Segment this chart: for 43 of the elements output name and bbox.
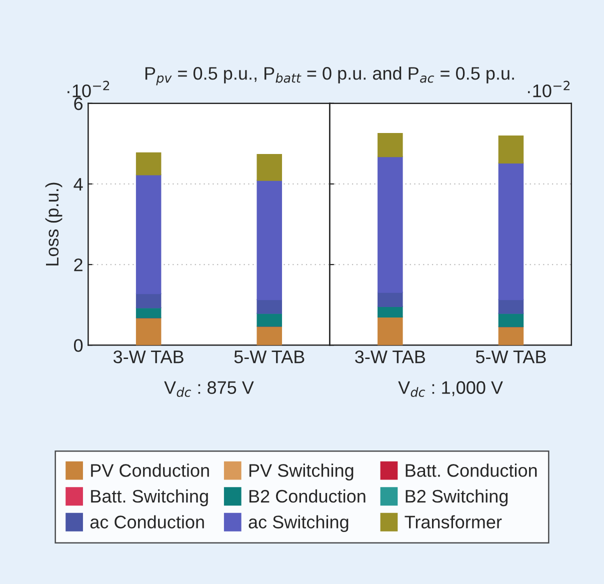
legend-label: PV Conduction — [91, 464, 209, 477]
y-tick-label: 6 — [74, 97, 83, 110]
y-tick-label: 4 — [74, 178, 83, 190]
bar — [498, 299, 524, 314]
bar — [136, 307, 162, 318]
x-axis-title: V$_{dc}$ : 875 V — [164, 381, 254, 397]
bar — [136, 317, 162, 346]
bar — [378, 306, 403, 318]
legend-label: Batt. Conduction — [406, 464, 537, 477]
x-tick-label: 3-W TAB — [355, 350, 426, 364]
bar — [256, 154, 282, 181]
text: ·10$^{−2}$ — [528, 80, 570, 98]
bar — [256, 180, 282, 300]
legend-label: Batt. Switching — [91, 489, 208, 506]
bar — [498, 312, 524, 328]
bar — [378, 316, 403, 346]
bar — [136, 174, 162, 294]
bar — [378, 292, 403, 308]
x-axis-title: V$_{dc}$ : 1,000 V — [398, 381, 503, 397]
bar — [136, 293, 162, 308]
legend-label: ac Conduction — [90, 515, 204, 528]
y-tick-label: 0 — [74, 339, 83, 352]
bar — [136, 152, 162, 176]
text: ·10$^{−2}$ — [68, 80, 110, 98]
x-tick-label: 5-W TAB — [476, 350, 546, 364]
bar — [498, 135, 524, 164]
legend-label: B2 Conduction — [249, 489, 366, 503]
bar — [256, 312, 282, 327]
bar — [256, 326, 282, 346]
legend-label: PV Switching — [249, 464, 354, 480]
bar — [378, 133, 403, 158]
y-axis-title: Loss (p.u.) — [45, 182, 62, 266]
bar — [256, 299, 282, 314]
bar — [378, 156, 403, 293]
bar — [498, 326, 524, 346]
legend-label: ac Switching — [248, 515, 348, 532]
x-tick-label: 3-W TAB — [113, 350, 184, 364]
x-tick-label: 5-W TAB — [234, 350, 304, 364]
legend-label: Transformer — [404, 515, 502, 528]
bar — [498, 162, 524, 300]
legend-label: B2 Switching — [406, 489, 508, 506]
y-tick-label: 2 — [74, 258, 82, 272]
chart-title: P$_{pv}$ = 0.5 p.u., P$_{batt}$ = 0 p.u. and P$_{ac}$ = 0.5 p.u. — [145, 66, 514, 86]
